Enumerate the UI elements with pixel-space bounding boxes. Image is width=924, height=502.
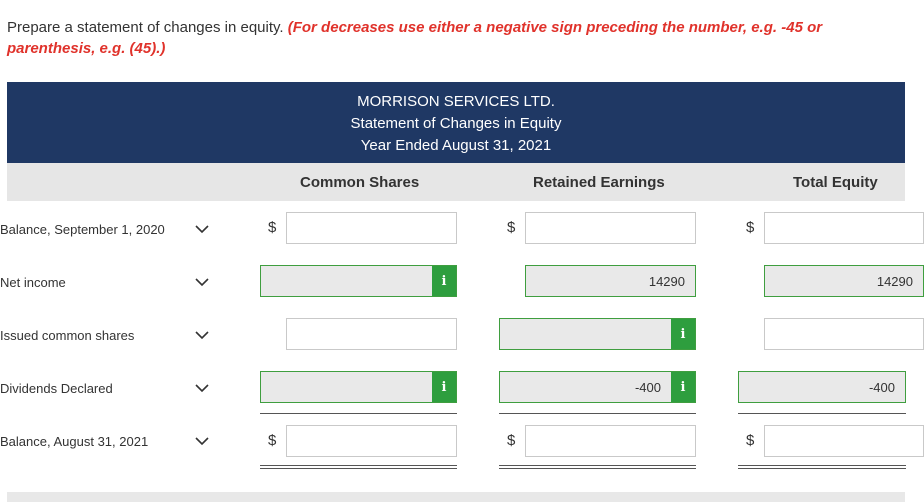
- chevron-down-icon: [195, 384, 209, 393]
- column-header-row: Common Shares Retained Earnings Total Eq…: [7, 163, 905, 201]
- total-double-rule: [738, 465, 906, 466]
- row-select-issued-common-shares[interactable]: Issued common shares: [0, 322, 220, 348]
- chevron-down-icon: [195, 331, 209, 340]
- instructions: Prepare a statement of changes in equity…: [7, 17, 912, 59]
- row-select-net-income[interactable]: Net income: [0, 269, 220, 295]
- chevron-down-icon: [195, 278, 209, 287]
- opening-total-equity-input[interactable]: [764, 212, 924, 244]
- dividends-retained-earnings-input[interactable]: -400 i: [499, 371, 696, 403]
- row-select-closing-balance[interactable]: Balance, August 31, 2021: [0, 428, 220, 454]
- net-income-total-equity-input[interactable]: 14290: [764, 265, 924, 297]
- currency-symbol: $: [507, 219, 516, 236]
- net-income-retained-earnings-input[interactable]: 14290: [525, 265, 696, 297]
- opening-retained-earnings-input[interactable]: [525, 212, 696, 244]
- info-icon[interactable]: i: [432, 266, 456, 296]
- total-double-rule: [499, 468, 696, 469]
- currency-symbol: $: [268, 219, 277, 236]
- company-name: MORRISON SERVICES LTD.: [357, 93, 555, 110]
- closing-retained-earnings-input[interactable]: [525, 425, 696, 457]
- total-double-rule: [738, 468, 906, 469]
- total-double-rule: [499, 465, 696, 466]
- currency-symbol: $: [746, 219, 755, 236]
- closing-common-shares-input[interactable]: [286, 425, 457, 457]
- statement-header: MORRISON SERVICES LTD. Statement of Chan…: [7, 82, 905, 163]
- dividends-total-equity-input[interactable]: -400: [738, 371, 906, 403]
- info-icon[interactable]: i: [671, 319, 695, 349]
- info-icon[interactable]: i: [671, 372, 695, 402]
- subtotal-rule: [260, 413, 457, 414]
- instructions-text: Prepare a statement of changes in equity…: [7, 19, 288, 36]
- currency-symbol: $: [507, 432, 516, 449]
- column-header-retained-earnings: Retained Earnings: [533, 174, 665, 191]
- issued-total-equity-input[interactable]: [764, 318, 924, 350]
- row-select-opening-balance[interactable]: Balance, September 1, 2020: [0, 216, 220, 242]
- currency-symbol: $: [746, 432, 755, 449]
- info-icon[interactable]: i: [432, 372, 456, 402]
- total-double-rule: [260, 468, 457, 469]
- issued-common-shares-input[interactable]: [286, 318, 457, 350]
- row-label: Issued common shares: [0, 327, 135, 343]
- field-value: -400: [634, 379, 661, 395]
- chevron-down-icon: [195, 225, 209, 234]
- row-label: Dividends Declared: [0, 380, 113, 396]
- row-label: Balance, August 31, 2021: [0, 433, 149, 449]
- row-label: Balance, September 1, 2020: [0, 221, 165, 237]
- opening-common-shares-input[interactable]: [286, 212, 457, 244]
- statement-title: Statement of Changes in Equity: [350, 115, 562, 132]
- footer-bar: [7, 492, 905, 502]
- dividends-common-shares-input[interactable]: i: [260, 371, 457, 403]
- row-label: Net income: [0, 274, 66, 290]
- subtotal-rule: [738, 413, 906, 414]
- total-double-rule: [260, 465, 457, 466]
- row-select-dividends-declared[interactable]: Dividends Declared: [0, 375, 220, 401]
- column-header-common-shares: Common Shares: [300, 174, 420, 191]
- net-income-common-shares-input[interactable]: i: [260, 265, 457, 297]
- issued-retained-earnings-input[interactable]: i: [499, 318, 696, 350]
- chevron-down-icon: [195, 437, 209, 446]
- subtotal-rule: [499, 413, 696, 414]
- column-header-total-equity: Total Equity: [793, 174, 878, 191]
- closing-total-equity-input[interactable]: [764, 425, 924, 457]
- instructions-hint: (For decreases use either a negative sig…: [7, 19, 823, 57]
- statement-period: Year Ended August 31, 2021: [360, 137, 552, 154]
- currency-symbol: $: [268, 432, 277, 449]
